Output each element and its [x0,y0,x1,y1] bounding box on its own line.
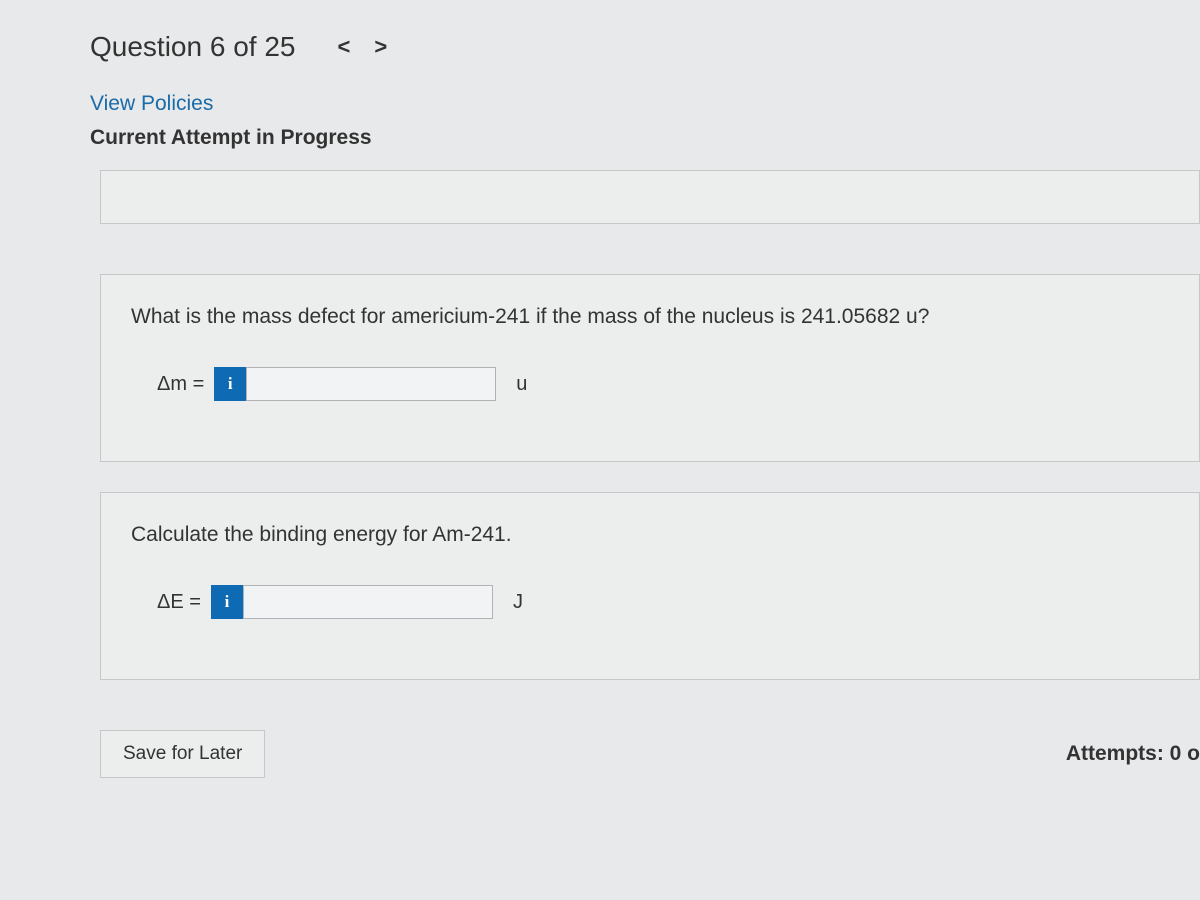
attempts-count: Attempts: 0 o [1066,742,1200,766]
view-policies-link[interactable]: View Policies [90,92,213,116]
unit-label-u: u [516,373,527,396]
attempt-status: Current Attempt in Progress [90,126,1200,150]
question-number: Question 6 of 25 [90,31,295,63]
input-row-binding-energy: ΔE = i J [157,585,1169,619]
input-row-mass-defect: Δm = i u [157,367,1169,401]
question-panel-mass-defect: What is the mass defect for americium-24… [100,274,1200,462]
question-prompt: Calculate the binding energy for Am-241. [131,523,1169,547]
instruction-panel [100,170,1200,224]
binding-energy-input[interactable] [243,585,493,619]
input-label-delta-m: Δm = [157,373,204,396]
question-prompt: What is the mass defect for americium-24… [131,305,1169,329]
input-label-delta-e: ΔE = [157,591,201,614]
save-for-later-button[interactable]: Save for Later [100,730,265,778]
question-panel-binding-energy: Calculate the binding energy for Am-241.… [100,492,1200,680]
unit-label-j: J [513,591,523,614]
prev-question-button[interactable]: < [325,30,362,64]
next-question-button[interactable]: > [362,30,399,64]
question-header: Question 6 of 25 < > [90,30,1200,64]
info-icon[interactable]: i [214,367,246,401]
footer: Save for Later Attempts: 0 o [100,730,1200,778]
mass-defect-input[interactable] [246,367,496,401]
info-icon[interactable]: i [211,585,243,619]
